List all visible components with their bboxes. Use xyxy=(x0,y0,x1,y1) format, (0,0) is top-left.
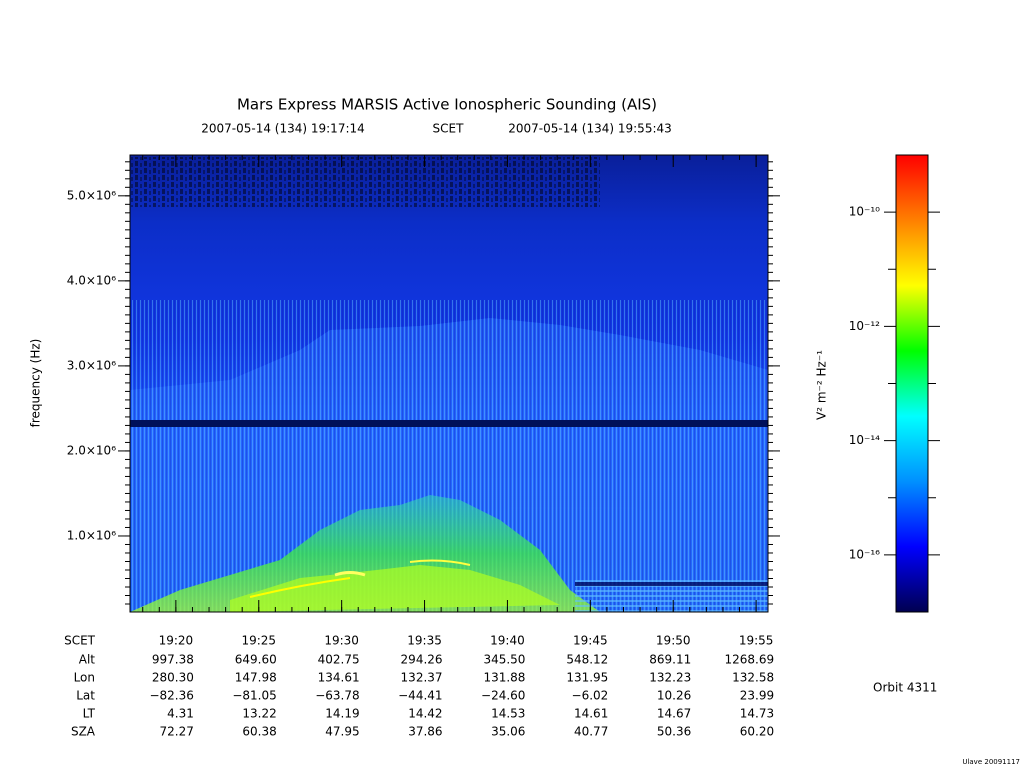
table-row-label: SZA xyxy=(71,725,96,739)
table-time-label: SCET xyxy=(64,634,96,648)
table-cell: −6.02 xyxy=(572,689,609,703)
table-cell: 294.26 xyxy=(401,653,443,667)
table-cell: 1268.69 xyxy=(724,653,774,667)
table-cell: 548.12 xyxy=(566,653,608,667)
spectrogram-image xyxy=(130,155,768,612)
table-cell: 345.50 xyxy=(483,653,525,667)
y-tick-label: 2.0×10⁶ xyxy=(67,443,116,457)
table-cell: 50.36 xyxy=(657,725,691,739)
table-cell: 280.30 xyxy=(152,671,194,685)
x-tick-label: 19:50 xyxy=(656,634,691,648)
table-cell: 47.95 xyxy=(325,725,359,739)
table-cell: 402.75 xyxy=(318,653,360,667)
table-cell: 10.26 xyxy=(657,689,691,703)
y-tick-label: 1.0×10⁶ xyxy=(67,528,116,542)
y-tick-label: 3.0×10⁶ xyxy=(67,358,116,372)
table-cell: 14.67 xyxy=(657,707,691,721)
table-row-label: Lat xyxy=(76,689,95,703)
colorbar-tick-label: 10⁻¹² xyxy=(849,319,880,333)
table-cell: 72.27 xyxy=(160,725,194,739)
y-axis-label: frequency (Hz) xyxy=(29,339,43,428)
table-cell: 147.98 xyxy=(235,671,277,685)
table-row-label: Lon xyxy=(74,671,95,685)
start-time: 2007-05-14 (134) 19:17:14 xyxy=(201,122,365,136)
x-tick-label: 19:25 xyxy=(241,634,276,648)
table-cell: 40.77 xyxy=(574,725,608,739)
version-label: Ulave 20091117 xyxy=(962,758,1020,766)
table-cell: 649.60 xyxy=(235,653,277,667)
table-cell: 869.11 xyxy=(649,653,691,667)
colorbar-tick-label: 10⁻¹⁶ xyxy=(849,547,880,561)
colorbar-tick-label: 10⁻¹⁰ xyxy=(849,205,880,219)
plot-frame xyxy=(129,154,769,613)
table-cell: 14.19 xyxy=(325,707,359,721)
y-tick-label: 5.0×10⁶ xyxy=(67,188,116,202)
x-tick-label: 19:55 xyxy=(739,634,774,648)
chart-title: Mars Express MARSIS Active Ionospheric S… xyxy=(237,96,657,114)
table-cell: 13.22 xyxy=(242,707,276,721)
table-cell: 4.31 xyxy=(167,707,194,721)
colorbar xyxy=(895,154,929,613)
x-tick-label: 19:20 xyxy=(159,634,194,648)
x-tick-label: 19:30 xyxy=(324,634,359,648)
table-cell: 134.61 xyxy=(318,671,360,685)
x-tick-label: 19:35 xyxy=(407,634,442,648)
colorbar-label: V² m⁻² Hz⁻¹ xyxy=(815,350,829,420)
orbit-label: Orbit 4311 xyxy=(873,681,937,695)
table-cell: −81.05 xyxy=(232,689,276,703)
table-cell: 14.53 xyxy=(491,707,525,721)
table-cell: −44.41 xyxy=(398,689,442,703)
table-cell: 14.73 xyxy=(740,707,774,721)
x-tick-label: 19:45 xyxy=(573,634,608,648)
table-cell: 132.58 xyxy=(732,671,774,685)
table-cell: 60.20 xyxy=(740,725,774,739)
table-cell: 132.37 xyxy=(401,671,443,685)
table-cell: −63.78 xyxy=(315,689,359,703)
table-cell: 35.06 xyxy=(491,725,525,739)
table-cell: −24.60 xyxy=(481,689,525,703)
table-cell: 131.88 xyxy=(483,671,525,685)
table-cell: 14.61 xyxy=(574,707,608,721)
table-row-label: Alt xyxy=(79,653,96,667)
time-frame: SCET xyxy=(433,122,465,136)
table-row-label: LT xyxy=(83,707,96,721)
table-cell: 14.42 xyxy=(408,707,442,721)
table-cell: 37.86 xyxy=(408,725,442,739)
colorbar-tick-label: 10⁻¹⁴ xyxy=(849,433,880,447)
table-cell: −82.36 xyxy=(149,689,193,703)
table-cell: 23.99 xyxy=(740,689,774,703)
end-time: 2007-05-14 (134) 19:55:43 xyxy=(508,122,672,136)
y-tick-label: 4.0×10⁶ xyxy=(67,273,116,287)
table-cell: 60.38 xyxy=(242,725,276,739)
table-cell: 132.23 xyxy=(649,671,691,685)
table-cell: 997.38 xyxy=(152,653,194,667)
table-cell: 131.95 xyxy=(566,671,608,685)
x-tick-label: 19:40 xyxy=(490,634,525,648)
